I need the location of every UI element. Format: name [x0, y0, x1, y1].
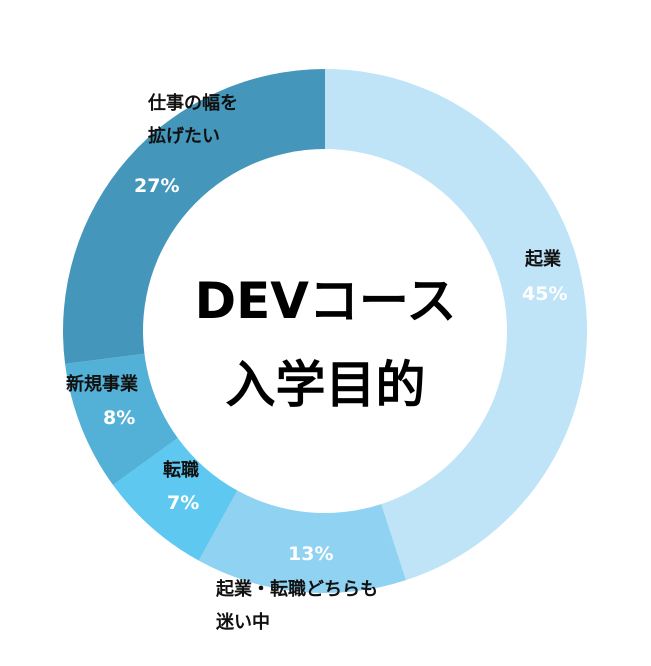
chart-title-line-1: DEVコース: [194, 272, 457, 330]
slice-label-kigyou: 起業: [525, 249, 561, 270]
slice-value-tenshoku: 7%: [167, 492, 200, 514]
slice-value-undecided: 13%: [288, 543, 334, 565]
slice-label-shigoto-line-1: 仕事の幅を: [148, 93, 238, 114]
chart-title-line-2: 入学目的: [225, 356, 426, 414]
slice-value-shigoto: 27%: [134, 175, 180, 197]
slice-label-shigoto-line-2: 拡げたい: [148, 126, 220, 147]
slice-label-tenshoku: 転職: [163, 460, 199, 481]
slice-value-kigyou: 45%: [522, 283, 568, 305]
donut-slice-kigyou: [325, 69, 587, 581]
donut-slice-tenshoku: [113, 437, 238, 561]
slice-label-undecided-line-2: 迷い中: [216, 612, 270, 633]
slice-value-shinki-jigyou: 8%: [103, 407, 136, 429]
donut-slice-shinki-jigyou: [65, 353, 178, 485]
slice-label-undecided-line-1: 起業・転職どちらも: [216, 579, 378, 600]
slice-label-shinki-jigyou: 新規事業: [66, 374, 138, 395]
donut-slice-undecided: [198, 490, 406, 593]
donut-slice-shigoto: [62, 68, 325, 364]
